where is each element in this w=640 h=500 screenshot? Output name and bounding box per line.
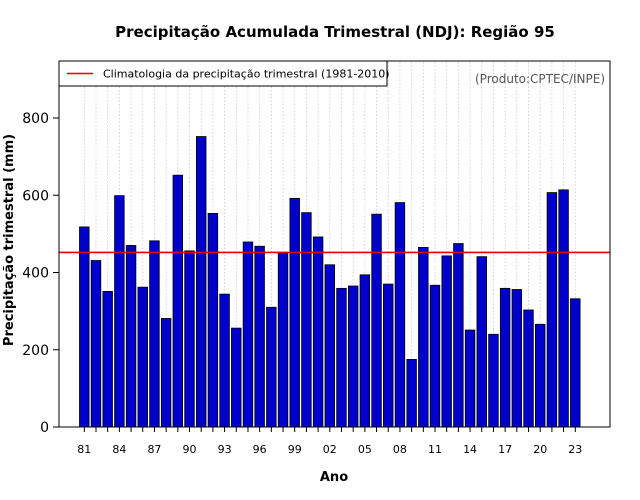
x-tick-label: 81 [77,443,91,456]
bar-09 [406,359,417,428]
x-tick-label: 99 [288,443,302,456]
y-tick-label: 400 [22,266,49,282]
bar-05 [359,274,371,428]
x-tick-label: 02 [323,443,337,456]
x-tick-label: 23 [568,443,582,456]
bar-87 [149,240,160,428]
bar-22 [558,189,569,428]
x-tick-label: 14 [463,443,477,456]
x-tick-label: 96 [253,443,267,456]
y-tick-label: 800 [22,111,49,127]
bar-93 [219,293,230,428]
bar-10 [418,246,429,428]
bar-81 [79,226,90,428]
bar-98 [277,252,289,428]
bar-94 [231,327,242,428]
bar-89 [172,174,184,428]
x-tick-label: 17 [498,443,512,456]
bar-15 [476,256,487,428]
bar-18 [511,289,523,428]
bar-99 [289,197,300,428]
bar-13 [453,243,464,428]
bar-82 [90,260,102,428]
bar-97 [266,306,277,428]
bar-00 [301,212,312,428]
bar-06 [371,213,382,428]
bar-23 [570,298,581,428]
bar-03 [336,287,347,428]
bar-96 [254,245,265,428]
x-tick-label: 84 [112,443,126,456]
bar-19 [523,309,534,428]
bar-95 [242,241,254,428]
chart-title: Precipitação Acumulada Trimestral (NDJ):… [115,23,555,41]
x-tick-label: 93 [218,443,232,456]
legend: Climatologia da precipitação trimestral … [58,60,390,87]
y-axis-title: Precipitação trimestral (mm) [2,134,17,346]
bar-04 [347,285,359,428]
x-tick-label: 20 [533,443,547,456]
bar-12 [441,255,452,428]
bar-91 [195,136,207,428]
bar-08 [394,202,406,428]
x-tick-label: 08 [393,443,407,456]
y-tick-label: 200 [22,343,49,359]
x-tick-label: 87 [147,443,161,456]
x-tick-label: 11 [428,443,442,456]
bar-84 [114,195,125,428]
x-axis: 81 84 87 90 93 96 99 02 05 08 11 14 17 20 23 [77,427,582,456]
x-axis-title: Ano [320,470,348,485]
bar-86 [137,286,148,428]
bar-11 [429,284,441,428]
bar-90 [184,250,195,428]
y-axis: 0 200 400 600 800 [22,111,59,436]
bar-20 [535,323,546,428]
bar-21 [546,192,558,428]
bar-07 [383,283,394,428]
bar-series [79,136,581,428]
x-tick-label: 05 [358,443,372,456]
y-tick-label: 0 [40,420,49,436]
y-tick-label: 600 [22,188,49,204]
bar-92 [207,212,219,428]
bar-85 [125,245,137,428]
bar-02 [324,264,335,428]
x-tick-label: 90 [183,443,197,456]
bar-83 [102,291,113,428]
bar-17 [499,287,511,428]
legend-box [58,60,388,87]
bar-88 [160,318,172,428]
bar-01 [312,236,324,428]
bar-14 [464,329,476,428]
credit-label: (Produto:CPTEC/INPE) [475,72,605,86]
bar-16 [488,333,499,428]
legend-entry-climatology: Climatologia da precipitação trimestral … [103,68,390,81]
